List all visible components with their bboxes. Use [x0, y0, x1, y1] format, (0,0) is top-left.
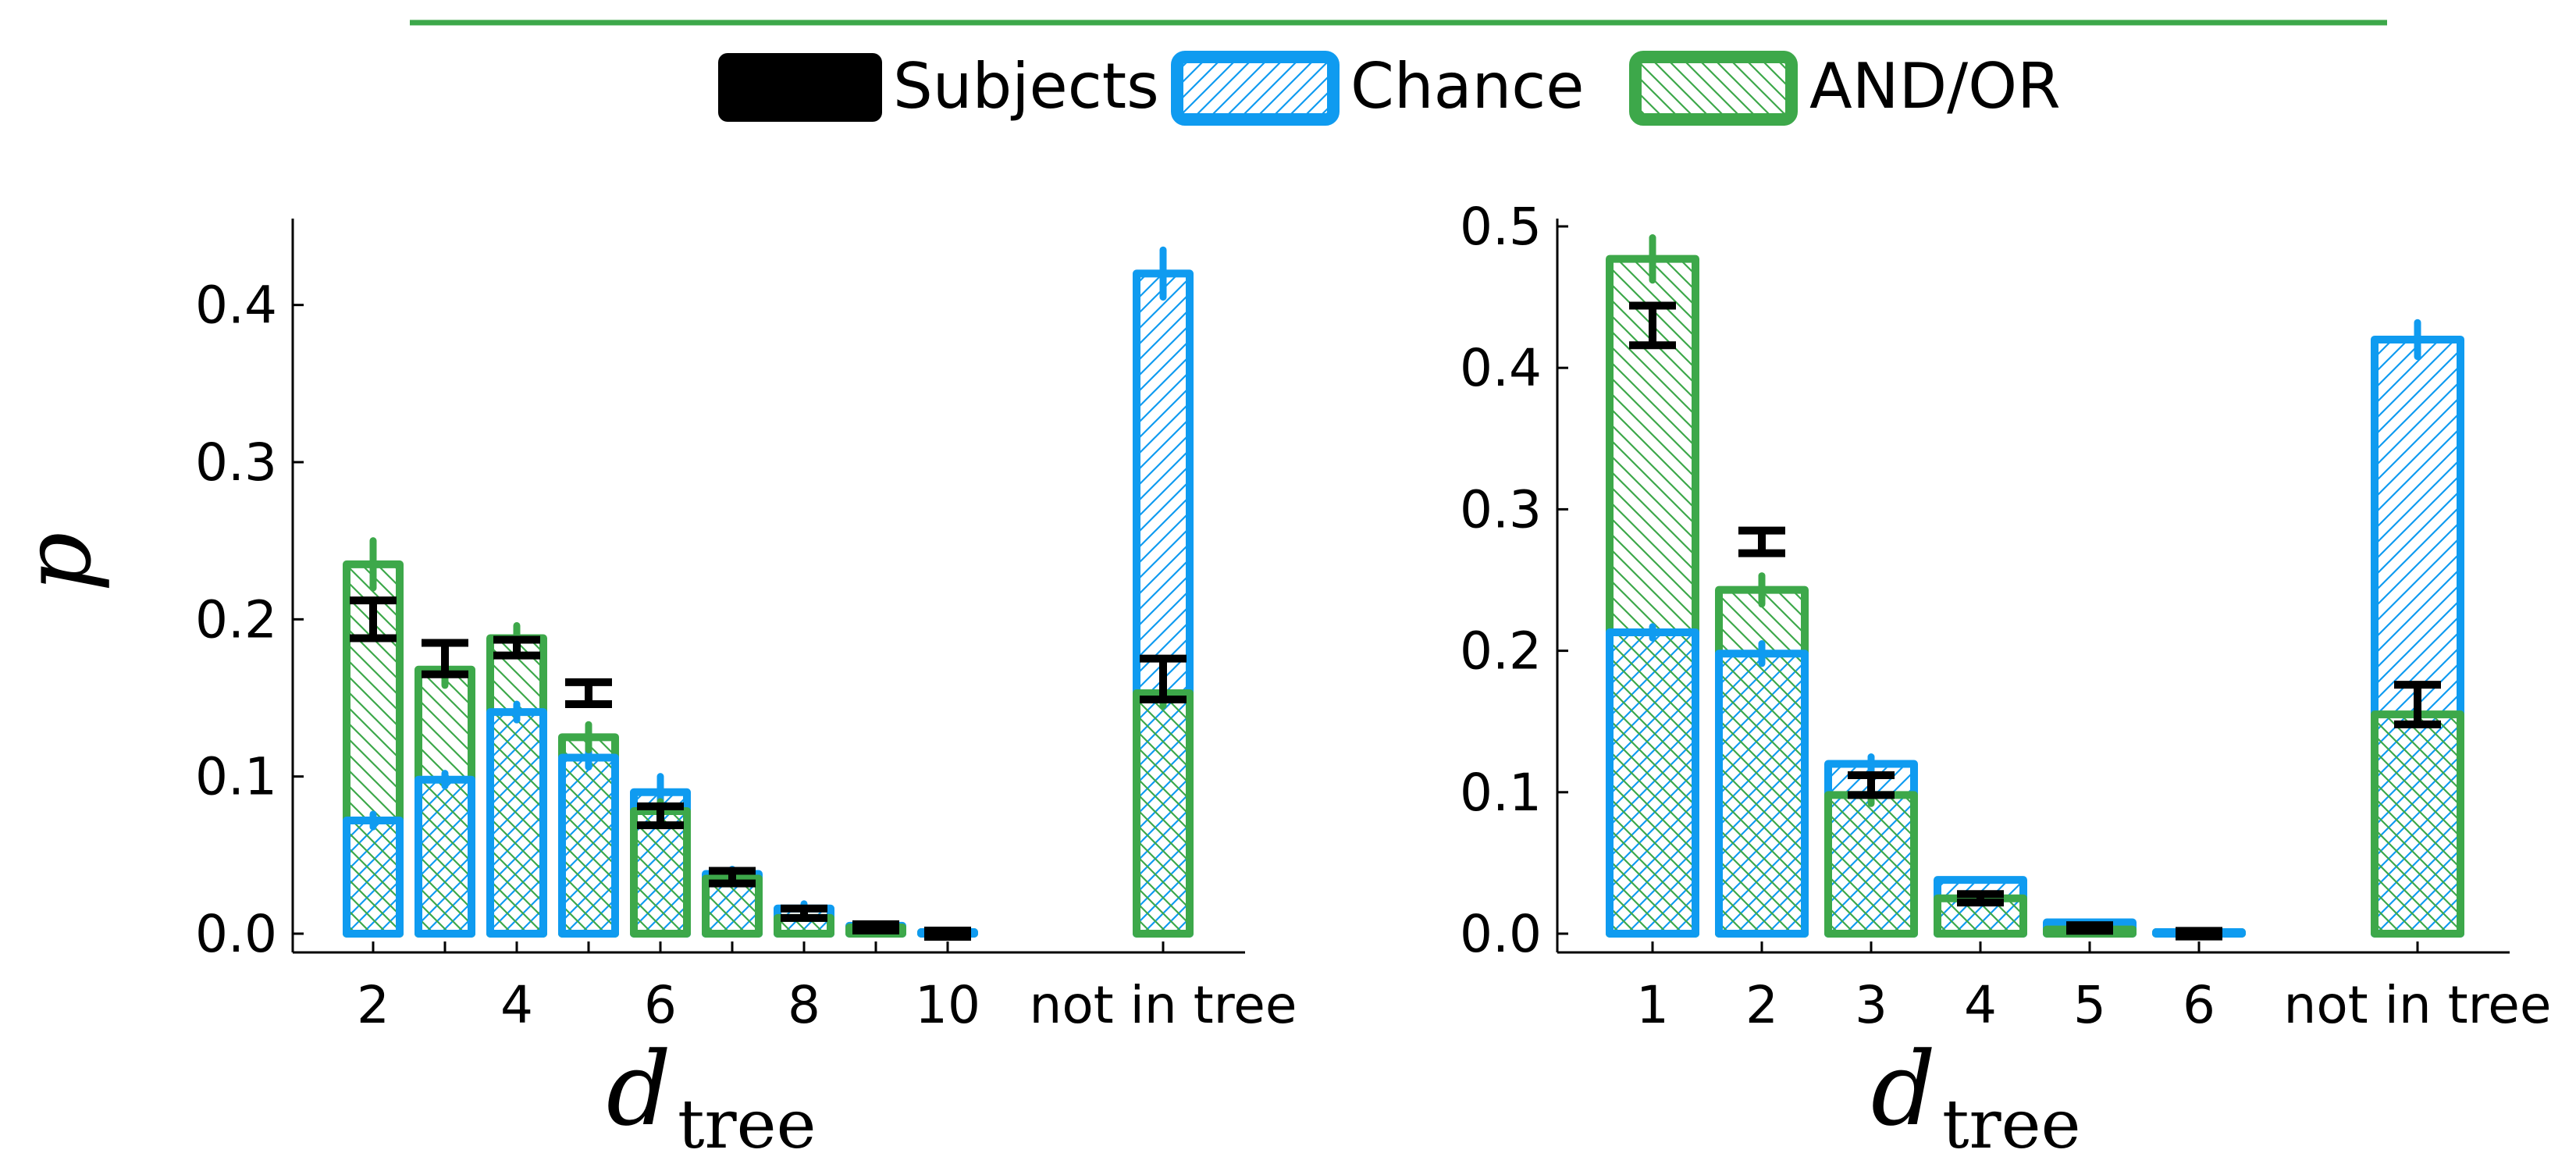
y-tick-label: 0.5	[1460, 197, 1542, 257]
andor-bar-fill	[1137, 692, 1190, 934]
x-tick-label: 6	[2183, 975, 2215, 1035]
legend-label-andor: AND/OR	[1809, 50, 2061, 123]
legend-label-chance: Chance	[1350, 50, 1585, 123]
y-tick-label: 0.3	[1460, 479, 1542, 539]
y-tick-label: 0.0	[1460, 904, 1542, 964]
chart-panel-right: 0.0 0.1 0.2 0.3 0.4 0.5 1 2 3 4 5 6 not in tree d tree	[1460, 197, 2551, 1164]
y-tick-label: 0.2	[1460, 621, 1542, 682]
y-tick-label: 0.0	[195, 904, 277, 964]
chart-panel-left: 0.0 0.1 0.2 0.3 0.4 2 4 6 8 10 not in tree p d tree	[4, 219, 1297, 1164]
x-axis-label-subscript: tree	[678, 1086, 816, 1164]
andor-bar-fill	[1610, 258, 1695, 934]
x-tick-label: not in tree	[2284, 975, 2552, 1035]
y-tick-label: 0.1	[195, 747, 277, 807]
x-tick-label: 4	[1964, 975, 1997, 1035]
legend-swatch-subjects	[718, 53, 882, 122]
andor-bar-fill	[777, 917, 831, 934]
legend-swatch-chance	[1171, 51, 1340, 126]
andor-bar-fill	[1828, 795, 1914, 934]
andor-bar-fill	[418, 669, 471, 934]
andor-bar-fill	[634, 810, 687, 934]
x-tick-label: not in tree	[1030, 975, 1297, 1035]
andor-bar-fill	[706, 878, 759, 934]
andor-bar-fill	[490, 638, 543, 934]
x-axis-label: d	[607, 1030, 671, 1148]
x-tick-label: 5	[2073, 975, 2106, 1035]
legend-swatch-andor	[1629, 51, 1798, 126]
x-tick-label: 6	[644, 975, 677, 1035]
y-tick-label: 0.2	[195, 589, 277, 650]
x-axis-label-subscript: tree	[1942, 1086, 2080, 1164]
x-tick-label: 1	[1636, 975, 1669, 1035]
x-tick-label: 2	[1745, 975, 1778, 1035]
y-tick-label: 0.4	[1460, 338, 1542, 398]
x-tick-label: 8	[788, 975, 820, 1035]
x-tick-label: 10	[915, 975, 980, 1035]
andor-bar-fill	[2375, 714, 2460, 934]
legend-label-subjects: Subjects	[893, 50, 1159, 123]
y-tick-label: 0.4	[195, 276, 277, 336]
x-tick-label: 2	[357, 975, 390, 1035]
x-tick-label: 3	[1855, 975, 1888, 1035]
y-axis-label: p	[4, 532, 112, 593]
x-tick-label: 4	[500, 975, 533, 1035]
legend: Subjects Chance AND/OR	[718, 50, 2061, 126]
y-tick-label: 0.1	[1460, 763, 1542, 823]
y-tick-label: 0.3	[195, 432, 277, 493]
x-axis-label: d	[1871, 1030, 1936, 1148]
